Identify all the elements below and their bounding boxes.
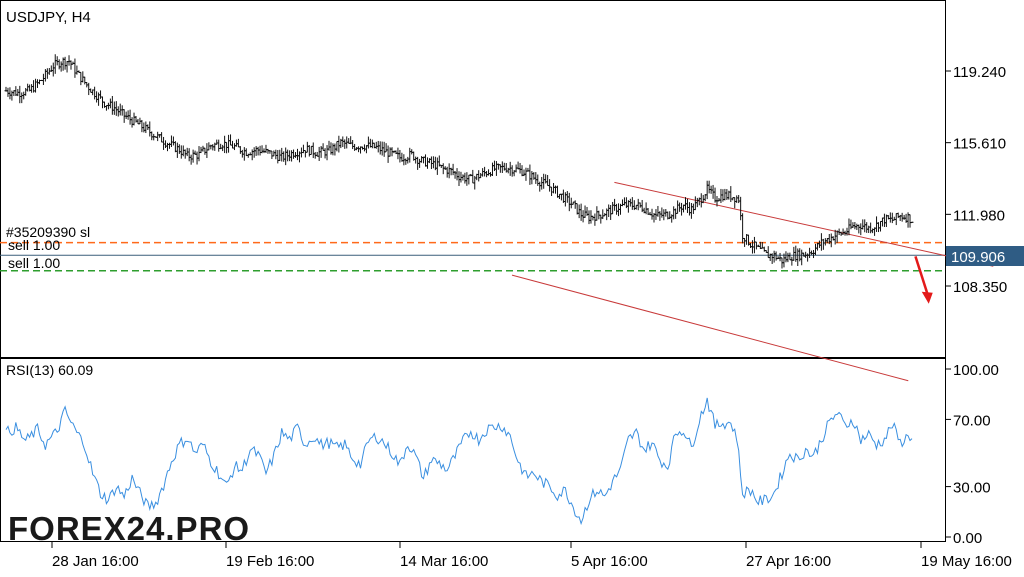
price-tick-label: 119.240 [953,64,1006,81]
rsi-polyline [5,397,913,526]
rsi-title: RSI(13) 60.09 [6,362,93,378]
rsi-tick-label: 70.00 [953,412,991,429]
price-axis: 119.240 115.610 111.980 108.350 [945,64,1007,296]
time-axis: 28 Jan 16:00 19 Feb 16:00 14 Mar 16:00 5 Ap… [51,541,1012,570]
time-tick-label: 19 Feb 16:00 [226,553,314,570]
rsi-tick-label: 0.00 [953,530,982,547]
time-tick-label: 5 Apr 16:00 [571,553,648,570]
price-bars [4,54,914,269]
order-label-sl: #35209390 sl [6,224,90,240]
watermark: FOREX24.PRO [8,510,250,547]
price-bar [910,221,914,224]
time-tick-label: 28 Jan 16:00 [52,553,139,570]
order-label-sell-1: sell 1.00 [8,237,60,253]
chart-title: USDJPY, H4 [6,9,91,26]
down-arrow-head [921,291,933,304]
down-arrow-shaft [914,256,929,296]
price-tick-label: 115.610 [953,136,1006,153]
rsi-line [5,397,913,526]
channel-lower-line [511,274,909,382]
rsi-tick-label: 30.00 [953,480,991,497]
rsi-pane [0,358,946,542]
current-price-label: 109.906 [951,249,1005,266]
time-tick-label: 27 Apr 16:00 [746,553,831,570]
time-tick-label: 14 Mar 16:00 [400,553,488,570]
price-tick-label: 111.980 [953,207,1005,224]
current-price-badge: 109.906 [946,246,1024,266]
trend-channel [511,181,994,382]
rsi-tick-label: 100.00 [953,362,999,379]
order-label-sell-2: sell 1.00 [8,255,60,271]
rsi-axis: 100.00 70.00 30.00 0.00 [945,362,999,547]
price-tick-label: 108.350 [953,279,1007,296]
channel-upper-line [614,181,994,267]
time-tick-label: 19 May 16:00 [921,553,1012,570]
